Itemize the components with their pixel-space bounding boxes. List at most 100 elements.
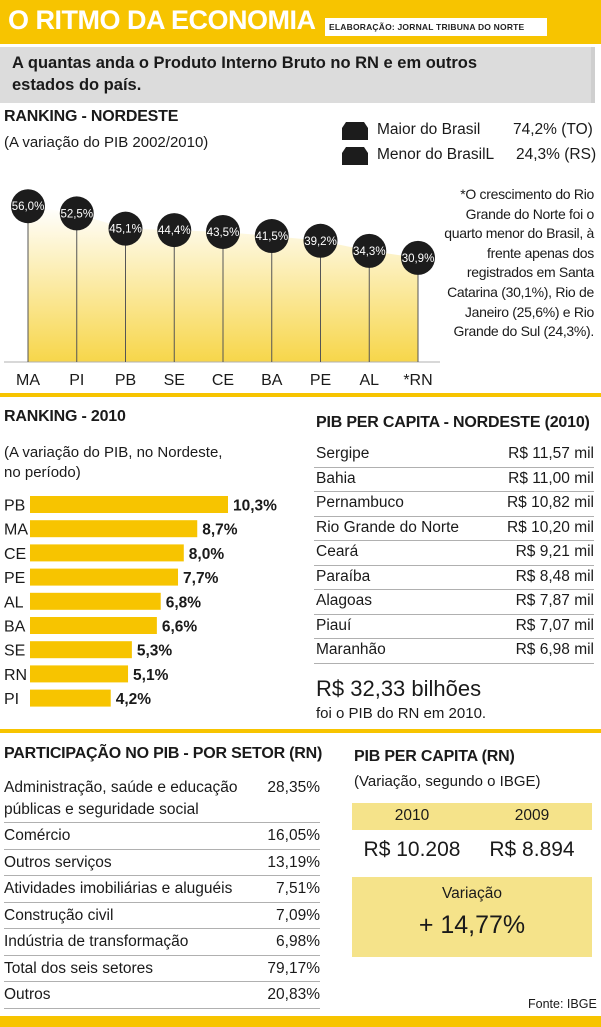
state-value: R$ 7,87 mil (515, 592, 594, 609)
bar-rn (30, 665, 129, 683)
sector-name: Atividades imobiliárias e aluguéis (4, 880, 233, 897)
sector-value: 28,35% (267, 779, 320, 796)
category-label: PE (310, 372, 331, 389)
legend-max-label: Maior do Brasil (377, 121, 481, 138)
menor-brasil-icon (342, 147, 368, 165)
sector-name: Total dos seis setores (4, 959, 154, 977)
pib-total-value: R$ 32,33 bilhões (316, 676, 482, 701)
variation-value: + 14,77% (418, 911, 526, 939)
state-name: Pernambuco (316, 494, 404, 511)
rn-note: *O crescimento do Rio Grande do Norte fo… (444, 186, 594, 340)
credit-label: ELABORAÇÃO: JORNAL TRIBUNA DO NORTE (325, 18, 547, 36)
legend-min-label: Menor do BrasilL (377, 146, 495, 163)
bubble-ma (11, 189, 45, 224)
ranking-2010-subtitle-1: (A variação do PIB, no Nordeste, (4, 444, 223, 461)
table-row: Piauí R$ 7,07 mil (314, 615, 594, 639)
bar-category-label: CE (4, 546, 26, 563)
bar-ce (30, 544, 184, 562)
sector-name: Comércio (4, 827, 71, 844)
bubble-value-label: 34,3% (353, 246, 386, 258)
bottom-bar (0, 1016, 601, 1027)
bar-ba (30, 617, 157, 634)
table-row: Administração, saúde e educação públicas… (4, 775, 320, 823)
category-label: BA (261, 372, 283, 389)
bubble-value-label: 52,5% (60, 208, 93, 220)
per-capita-rn-title: PIB PER CAPITA (RN) (354, 748, 515, 765)
pib-total-note: foi o PIB do RN em 2010. (316, 705, 487, 722)
sector-value: 7,51% (276, 880, 320, 897)
bar-value-label: 5,1% (133, 667, 169, 684)
bar-value-label: 8,0% (189, 546, 225, 563)
state-value: R$ 7,07 mil (515, 616, 594, 634)
bar-al (30, 592, 161, 610)
bar-category-label: PI (4, 691, 19, 708)
table-row: Bahia R$ 11,00 mil (314, 468, 594, 492)
bar-value-label: 8,7% (202, 522, 238, 539)
per-capita-years-header: 2010 2009 (352, 803, 592, 830)
bubble-value-label: 44,4% (158, 225, 191, 237)
table-row: Indústria de transformação 6,98% (4, 929, 320, 956)
sector-name: Construção civil (4, 906, 114, 924)
bubble-value-label: 45,1% (109, 224, 142, 236)
state-value: R$ 11,00 mil (508, 469, 594, 487)
bar-value-label: 6,6% (162, 619, 198, 636)
bar-value-label: 4,2% (116, 691, 152, 708)
legend-max-value: 74,2% (TO) (513, 121, 593, 138)
bar-pb (30, 496, 228, 513)
bar-category-label: AL (4, 594, 24, 611)
sector-name: Indústria de transformação (4, 933, 189, 950)
section-divider-2 (0, 729, 601, 733)
bar-category-label: PB (4, 498, 25, 515)
table-row: Comércio 16,05% (4, 823, 320, 850)
pib-per-capita-title: PIB PER CAPITA - NORDESTE (2010) (316, 414, 590, 431)
table-row: Atividades imobiliárias e aluguéis 7,51% (4, 876, 320, 903)
table-row: Construção civil 7,09% (4, 903, 320, 929)
bubble-al (352, 233, 387, 268)
bubble-rn (401, 240, 435, 275)
state-value: R$ 9,21 mil (515, 543, 594, 560)
category-label: AL (359, 372, 379, 389)
state-value: R$ 10,20 mil (506, 518, 594, 536)
bar-category-label: PE (4, 570, 25, 587)
bubble-value-label: 56,0% (12, 201, 45, 213)
ranking-2010-subtitle-2: no período) (4, 464, 81, 481)
bar-category-label: MA (4, 522, 28, 539)
bar-category-label: BA (4, 619, 26, 636)
page-title: O RITMO DA ECONOMIA (8, 5, 316, 35)
bar-se (30, 641, 132, 659)
category-label: CE (212, 372, 234, 389)
table-row: Rio Grande do Norte R$ 10,20 mil (314, 517, 594, 541)
bubble-ce (206, 214, 240, 249)
sector-name: Administração, saúde e educação públicas… (4, 779, 238, 818)
bar-value-label: 10,3% (233, 498, 277, 515)
value-2010: R$ 10.208 (363, 838, 461, 861)
sector-value: 79,17% (267, 959, 320, 977)
table-row: Ceará R$ 9,21 mil (314, 541, 594, 566)
bubble-ba (254, 219, 289, 254)
category-label: SE (164, 372, 185, 389)
table-row: Maranhão R$ 6,98 mil (314, 639, 594, 664)
bubble-value-label: 41,5% (255, 231, 288, 243)
state-value: R$ 10,82 mil (506, 494, 594, 511)
state-value: R$ 6,98 mil (515, 641, 594, 658)
bubble-pi (59, 196, 94, 231)
table-row: Outros serviços 13,19% (4, 850, 320, 876)
table-row: Sergipe R$ 11,57 mil (314, 443, 594, 468)
per-capita-rn-subtitle: (Variação, segundo o IBGE) (354, 773, 541, 790)
category-label: MA (16, 372, 40, 389)
state-value: R$ 8,48 mil (515, 567, 594, 585)
bubble-value-label: 30,9% (402, 253, 435, 265)
table-row: Outros 20,83% (4, 982, 320, 1009)
table-row: Total dos seis setores 79,17% (4, 956, 320, 982)
sector-value: 16,05% (267, 827, 320, 844)
state-name: Piauí (316, 616, 352, 634)
bubble-pb (108, 211, 143, 246)
sector-value: 20,83% (267, 986, 320, 1003)
sector-name: Outros (4, 986, 51, 1003)
participacao-title: PARTICIPAÇÃO NO PIB - POR SETOR (RN) (4, 745, 323, 762)
ranking-nordeste-chart: 56,0% MA 52,5% PI 45,1% PB 44,4% SE 43,5% CE 41,5%… (4, 189, 440, 389)
bar-value-label: 6,8% (166, 594, 202, 611)
bubble-se (157, 213, 192, 248)
bubble-value-label: 43,5% (207, 227, 240, 239)
per-capita-values: R$ 10.208 R$ 8.894 (352, 830, 592, 870)
